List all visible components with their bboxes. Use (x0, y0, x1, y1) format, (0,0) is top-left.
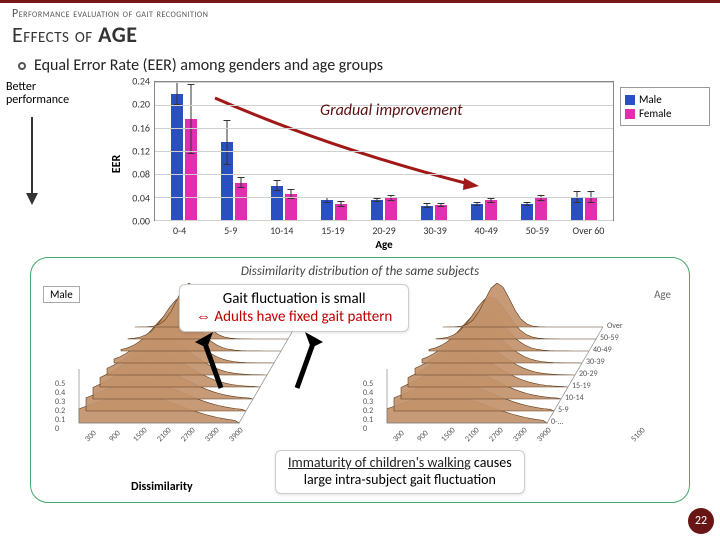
y-ticks: 0.000.040.080.120.160.200.24 (120, 81, 154, 221)
ridge-right-label: 10-14 (565, 393, 584, 403)
bar-male (221, 142, 233, 220)
callout-child: Immaturity of children's walking causes … (275, 450, 525, 494)
y-tick: 0.16 (132, 121, 150, 134)
x-tick: 15-19 (307, 224, 358, 237)
arrow-up-right-icon (287, 328, 327, 398)
ridge-right-label: 20-29 (579, 369, 598, 379)
callout-adult-l1: Gait fluctuation is small (196, 290, 392, 308)
callout-improvement: Gradual improvement (320, 101, 462, 120)
legend-male: Male (639, 93, 662, 106)
ridge-right-label: Over (607, 321, 623, 331)
callout-child-l2: large intra-subject gait fluctuation (288, 472, 512, 489)
x-tick: 5-9 (205, 224, 256, 237)
legend: Male Female (620, 87, 710, 126)
bar-female (185, 119, 197, 220)
ridge-right-label: 40-49 (593, 345, 612, 355)
x-tick: 10-14 (256, 224, 307, 237)
ridge-right-label: 5-9 (558, 405, 569, 415)
bar-male (521, 204, 533, 220)
bullet-line: Equal Error Rate (EER) among genders and… (0, 54, 720, 81)
x-tick: 30-39 (410, 224, 461, 237)
bar-female (285, 194, 297, 220)
sub-header: Performance evaluation of gait recogniti… (0, 3, 720, 21)
y-tick: 0.20 (132, 98, 150, 111)
bar-female (385, 198, 397, 220)
bar-male (271, 186, 283, 221)
callout-child-l1b: causes (471, 454, 512, 471)
x-axis-label: Age (154, 238, 614, 251)
y-tick: 0.04 (132, 191, 150, 204)
page-title: Effects of AGE (0, 21, 720, 54)
dissimilarity-panel: Dissimilarity distribution of the same s… (30, 257, 690, 503)
bar-female (585, 197, 597, 220)
y-tick: 0.00 (132, 215, 150, 228)
bar-male (321, 200, 333, 220)
page-number: 22 (688, 508, 714, 534)
bar-male (471, 204, 483, 220)
x-tick: Over 60 (563, 224, 614, 237)
ridge-right-label: 0-... (551, 417, 564, 427)
y-tick: 0.24 (132, 75, 150, 88)
x-ticks: 0-45-910-1415-1920-2930-3940-4950-59Over… (154, 224, 614, 237)
title-prefix: Effects of (12, 21, 98, 48)
x-tick: 20-29 (358, 224, 409, 237)
x-tick: 0-4 (154, 224, 205, 237)
y-tick: 0.12 (132, 145, 150, 158)
callout-adult: Gait fluctuation is small ⇔ Adults have … (179, 284, 409, 332)
callout-adult-l2: Adults have fixed gait pattern (211, 308, 392, 326)
down-arrow-icon (24, 115, 40, 205)
male-swatch (625, 95, 635, 105)
bar-female (235, 183, 247, 220)
female-swatch (625, 109, 635, 119)
legend-female: Female (639, 107, 671, 120)
bar-male (421, 206, 433, 220)
ridge-ytick: 0 (363, 424, 367, 434)
eer-chart: Better performance EER 0.000.040.080.120… (120, 81, 710, 251)
bar-male (571, 197, 583, 220)
arrow-both-icon: ⇔ (196, 308, 211, 326)
x-tick: 40-49 (461, 224, 512, 237)
bar-female (535, 198, 547, 220)
bullet-text: Equal Error Rate (EER) among genders and… (34, 56, 383, 75)
x-tick: 50-59 (512, 224, 563, 237)
better-label: Better performance (6, 81, 69, 107)
bullet-icon (18, 62, 26, 70)
ridge-right-label: 15-19 (572, 381, 591, 391)
bar-male (171, 94, 183, 221)
bar-female (485, 200, 497, 220)
ridge-right-label: 30-39 (586, 357, 605, 367)
arrow-up-left-icon (191, 328, 231, 398)
ridge-ytick: 0 (55, 424, 59, 434)
bar-female (335, 204, 347, 220)
dissimilarity-label: Dissimilarity (131, 480, 193, 494)
bar-male (371, 200, 383, 220)
ridge-right-label: 50-59 (600, 333, 619, 343)
y-tick: 0.08 (132, 168, 150, 181)
callout-child-l1a: Immaturity of children's walking (288, 454, 471, 471)
bar-female (435, 205, 447, 220)
title-bold: AGE (98, 21, 137, 48)
panel-title: Dissimilarity distribution of the same s… (41, 264, 679, 279)
